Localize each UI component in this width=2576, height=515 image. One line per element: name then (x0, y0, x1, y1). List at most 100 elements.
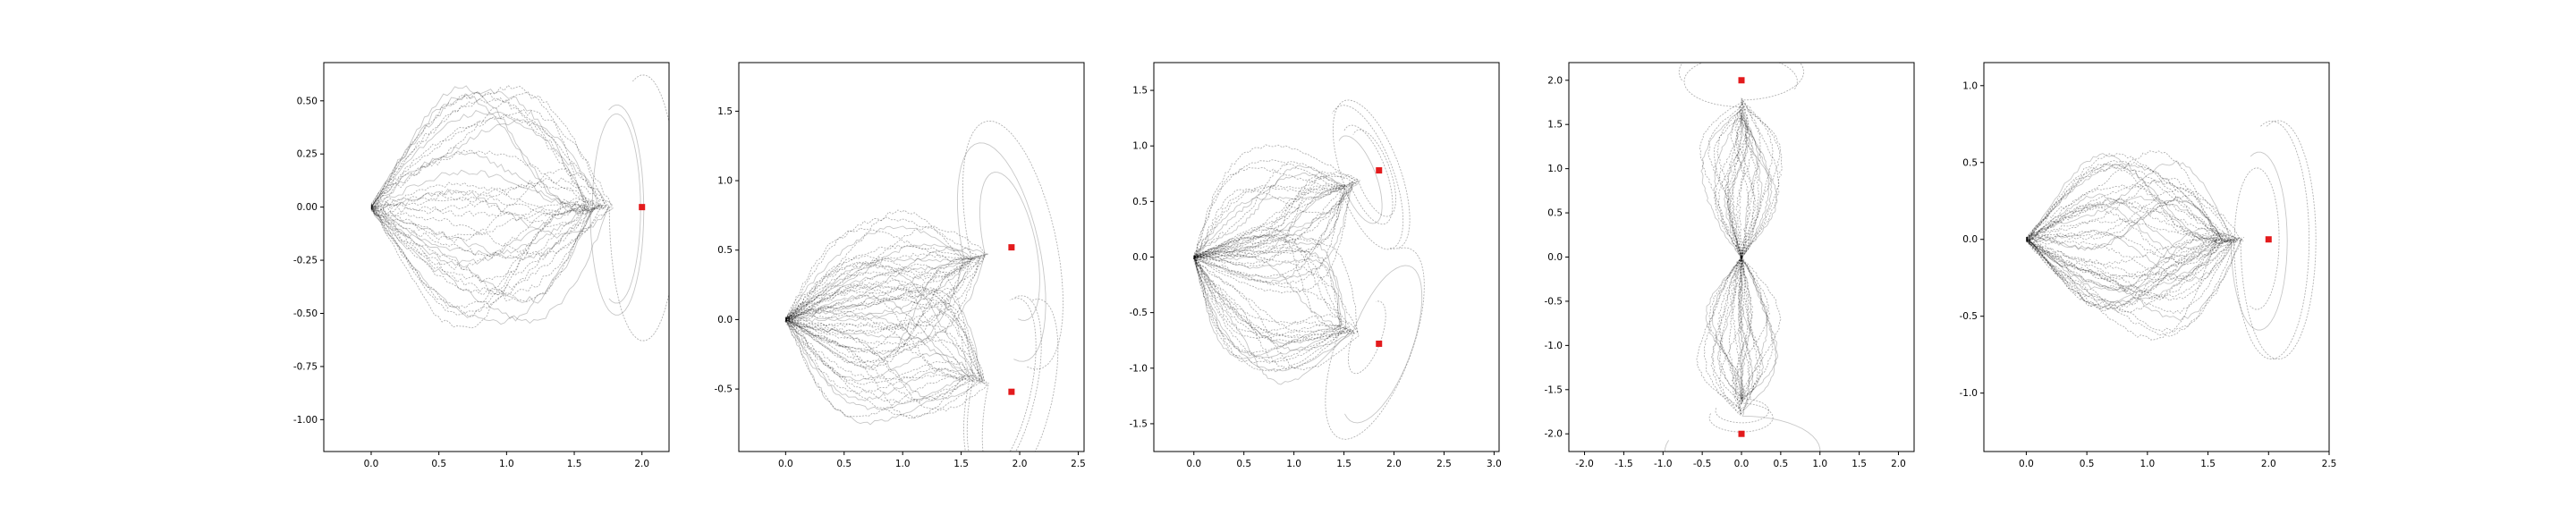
x-tick-label: 0.5 (836, 459, 852, 469)
trajectory-line (1192, 238, 1359, 333)
trajectory-line (784, 279, 987, 384)
trajectory-line (370, 188, 614, 239)
trajectories (2025, 120, 2317, 360)
trajectory-line (2026, 232, 2229, 312)
trajectory-line (1193, 186, 1344, 258)
trajectory-line (1193, 188, 1344, 258)
trajectory-line (1713, 115, 1742, 258)
y-tick-label: -0.5 (1960, 311, 1979, 322)
y-tick-label: -1.5 (1130, 418, 1148, 429)
trajectory-line (2026, 237, 2235, 283)
trajectory-line (785, 260, 964, 331)
trajectory-line (370, 199, 596, 329)
trajectory-line (784, 286, 970, 378)
trajectory-line (785, 317, 981, 401)
trajectory-line (1729, 117, 1748, 258)
trajectory-line (1193, 179, 1359, 277)
y-tick-label: 1.5 (717, 106, 733, 117)
trajectory-line (1708, 257, 1774, 433)
trajectory-line (370, 85, 600, 213)
trajectory-line (1193, 257, 1349, 342)
axes-frame (1983, 62, 2330, 452)
trajectory-line (370, 84, 606, 207)
y-tick-label: -1.5 (1545, 384, 1563, 395)
x-tick-label: 1.5 (1852, 459, 1867, 469)
trajectory-line (1732, 257, 1744, 406)
trajectory-line (1707, 106, 1742, 258)
trajectory-line (370, 74, 669, 342)
trajectory-line (1193, 129, 1396, 258)
trajectory-line (2026, 203, 2218, 258)
trajectory-line (784, 255, 982, 321)
trajectory-line (2026, 237, 2235, 308)
trajectory-line (370, 148, 594, 207)
x-tick-label: -0.5 (1693, 459, 1712, 469)
trajectory-line (2026, 239, 2236, 298)
trajectory-line (1740, 257, 1753, 403)
trajectory-line (370, 89, 589, 207)
target-marker (1738, 77, 1745, 84)
trajectory-line (1193, 183, 1352, 279)
trajectory-line (2026, 239, 2233, 305)
trajectory-line (785, 258, 977, 350)
trajectory-line (1193, 181, 1353, 258)
trajectory-line (2026, 197, 2245, 243)
x-tick-label: 1.5 (953, 459, 969, 469)
trajectory-line (1740, 114, 1778, 258)
x-tick-label: 2.5 (1071, 459, 1086, 469)
trajectory-line (2026, 236, 2241, 289)
trajectories (784, 120, 1063, 452)
y-tick-label: 0.5 (1132, 197, 1148, 207)
trajectory-line (2026, 151, 2288, 331)
trajectory-line (1683, 63, 1798, 258)
y-tick-label: 1.0 (1547, 164, 1563, 174)
trajectory-line (785, 225, 970, 321)
trajectory-line (1193, 161, 1342, 258)
trajectory-line (1728, 257, 1741, 415)
trajectory-line (1716, 257, 1742, 397)
trajectory-line (2026, 207, 2223, 266)
trajectory-line (1730, 106, 1756, 258)
y-tick-label: -1.00 (293, 415, 318, 426)
axes-frame (738, 62, 1085, 452)
trajectory-line (785, 319, 976, 382)
trajectory-line (1193, 181, 1357, 283)
x-tick-label: 2.0 (1891, 459, 1906, 469)
trajectory-line (1193, 257, 1354, 351)
trajectory-line (784, 246, 989, 318)
trajectory-line (785, 317, 980, 419)
trajectory-line (1193, 257, 1358, 338)
trajectory-line (2026, 240, 2223, 313)
y-tick-label: 1.0 (1132, 141, 1148, 152)
trajectory-line (1741, 98, 1763, 258)
trajectory-line (370, 182, 605, 209)
trajectory-line (1194, 225, 1345, 330)
trajectory-line (1193, 257, 1360, 335)
y-tick-label: -0.50 (293, 308, 318, 319)
trajectory-line (1741, 257, 1782, 396)
trajectory-line (1734, 102, 1757, 258)
trajectory-line (1724, 117, 1744, 258)
trajectory-line (1735, 114, 1754, 258)
trajectory-line (1193, 184, 1346, 261)
trajectory-line (784, 320, 969, 404)
trajectory-line (785, 313, 979, 383)
trajectory-line (2026, 197, 2223, 250)
trajectory-line (1193, 187, 1342, 285)
trajectory-line (1193, 105, 1404, 258)
trajectory-line (785, 260, 972, 320)
trajectory-line (1193, 183, 1352, 258)
trajectory-line (2026, 150, 2216, 242)
x-tick-label: 2.0 (634, 459, 649, 469)
trajectory-line (1193, 184, 1348, 258)
trajectory-line (2026, 238, 2229, 292)
y-tick-label: -0.5 (715, 384, 733, 395)
trajectory-line (784, 299, 1059, 452)
x-tick-label: -1.5 (1614, 459, 1633, 469)
trajectory-line (2026, 229, 2239, 282)
trajectory-line (1740, 257, 1758, 410)
y-tick-label: 1.5 (1547, 120, 1563, 131)
trajectory-line (370, 109, 614, 207)
trajectory-line (784, 258, 981, 347)
trajectory-line (2026, 193, 2217, 250)
